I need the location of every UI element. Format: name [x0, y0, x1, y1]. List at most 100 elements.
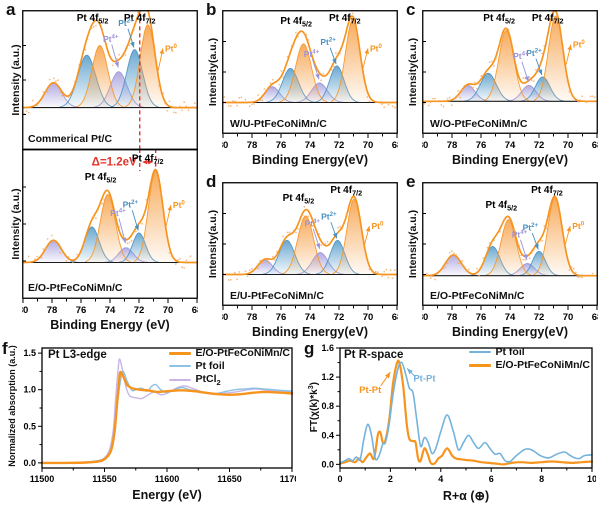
chart-title: Pt L3-edge: [48, 349, 107, 361]
panel-letter-d: d: [206, 172, 217, 191]
xps-chart-b: Pt 4f5/2 Pt 4f7/2 Pt2+Pt4+ Pt0 80 78 76 74 72 70 6…: [222, 10, 398, 154]
peak-label-4f52: Pt 4f5/2: [483, 13, 515, 26]
y-tick-label: 0.0: [321, 459, 334, 469]
panel-letter-f: f: [2, 339, 8, 358]
envelope-curve: [423, 195, 597, 277]
x-tick-label: 74: [105, 305, 116, 316]
panel-e: e Intensity(a.u.) Pt 4f5/2 Pt 4f7/2 Pt2+ Pt…: [400, 170, 598, 339]
annotation-arrow: [406, 368, 416, 378]
scatter-points: [27, 172, 192, 269]
pt0-arrow: [564, 225, 571, 245]
peak-fill-pt0: [533, 197, 577, 276]
x-tick-label: 72: [134, 305, 145, 316]
panel-g: g FT(χ(k)*k3) 0 2 4 6 8 10 0.0 0.4 0.8 1.2 1.6 Pt-P…: [300, 340, 598, 510]
pt0-arrow: [165, 205, 172, 227]
y-tick-label: 1.0: [23, 385, 36, 395]
peak-curve-pt0: [483, 29, 530, 101]
legend-label: Pt foil: [195, 360, 225, 372]
envelope-curve: [223, 195, 397, 276]
species-label-pt0: Pt0: [165, 43, 178, 54]
pt2-arrow: [131, 210, 139, 231]
peak-curve-pt0: [279, 43, 328, 103]
pt0-arrow: [362, 48, 369, 68]
x-tick-label: 70: [563, 312, 574, 323]
species-label-pt4: Pt4+: [304, 218, 320, 229]
pt0-arrow: [364, 225, 371, 245]
species-label-pt4: Pt4+: [513, 51, 529, 62]
chart-svg: Pt 4f5/2 Pt 4f7/2 Pt2+Pt4+ Pt0 80 78 76 74 72 70 6…: [422, 10, 598, 151]
peak-fill-pt4: [429, 255, 478, 276]
series-pt-foil: [339, 361, 593, 464]
pt4-arrow: [111, 44, 119, 68]
peak-label-4f72: Pt 4f7/2: [532, 13, 564, 26]
y-axis-label: Intensity (a.u.): [10, 44, 22, 116]
x-tick-label: 72: [334, 312, 345, 323]
x-tick-label: 10: [587, 474, 596, 484]
species-label-pt2: Pt2+: [321, 211, 337, 222]
species-label-pt4: Pt4+: [110, 207, 126, 218]
chart-svg: 0 2 4 6 8 10 0.0 0.4 0.8 1.2 1.6 Pt-Pt Pt-Pt: [321, 344, 596, 484]
pt4-arrow: [521, 61, 529, 82]
x-tick-label: 68: [592, 312, 598, 323]
x-axis-label: Binding Energy (eV): [50, 318, 170, 332]
scatter-points: [223, 12, 396, 109]
y-tick-label: 1.2: [321, 372, 334, 382]
x-tick-label: 4: [438, 474, 443, 484]
scatter-points: [425, 204, 596, 281]
species-label-pt0: Pt0: [173, 200, 186, 211]
envelope-curve: [22, 10, 197, 109]
pt2-arrow: [330, 221, 338, 239]
x-tick-label: 80: [422, 140, 428, 151]
x-tick-label: 2: [388, 474, 393, 484]
x-tick-label: 68: [592, 140, 598, 151]
species-label-pt0: Pt0: [370, 43, 383, 54]
x-tick-label: 74: [305, 140, 316, 151]
x-axis-label: Energy (eV): [132, 488, 202, 502]
x-tick-label: 72: [534, 312, 545, 323]
plot-frame: [422, 182, 598, 306]
delta-label: Δ=1.2eV: [92, 157, 137, 169]
annotation-label: Pt-Pt: [413, 373, 436, 384]
x-axis-label: R+α (⊕): [442, 489, 490, 503]
panel-letter-b: b: [206, 0, 217, 19]
pt2-arrow: [531, 232, 539, 250]
x-tick-label: 72: [534, 140, 545, 151]
series-e-o-ptfeconimn-c: [40, 370, 294, 465]
pt0-arrow: [157, 48, 164, 71]
peak-fill-pt4: [29, 240, 78, 263]
xps-chart-c: Pt 4f5/2 Pt 4f7/2 Pt2+Pt4+ Pt0 80 78 76 74 72 70 6…: [422, 10, 598, 154]
plot-frame: [222, 10, 398, 134]
legend-label: E/O-PtFeCoNiMn/C: [495, 359, 591, 371]
sample-label: W/O-PtFeCoNiMn/C: [430, 118, 528, 130]
x-tick-label: 76: [76, 305, 87, 316]
peak-fill-pt0: [485, 219, 532, 276]
panel-b: b Intensity(a.u.) Pt 4f5/2 Pt 4f7/2 Pt2+ Pt…: [200, 0, 398, 168]
pt2-arrow: [127, 28, 135, 48]
x-tick-label: 80: [222, 140, 228, 151]
xps-chart-a-top: Pt 4f5/2 Pt 4f7/2 Pt2+ Pt4+ Pt0: [22, 10, 198, 150]
pt4-arrow: [519, 239, 528, 260]
legend-item: E/O-PtFeCoNiMn/C: [168, 347, 290, 359]
scatter-points: [423, 12, 596, 108]
peak-fill-pt0: [85, 194, 131, 263]
y-tick-label: 1.5: [23, 348, 36, 358]
peak-curve-pt0: [485, 219, 532, 276]
peak-fill-pt0: [279, 44, 328, 103]
peak-label-4f52: Pt 4f5/2: [485, 200, 517, 213]
x-tick-label: 76: [276, 312, 287, 323]
y-axis-label: Intensity(a.u.): [407, 209, 419, 279]
x-axis-label: Binding Energy(eV): [252, 325, 368, 339]
peak-fill-pt0: [332, 198, 376, 275]
peak-label-4f52: Pt 4f5/2: [283, 193, 315, 206]
peak-fill-pt4: [28, 82, 79, 108]
legend-swatch: [168, 365, 191, 367]
peak-curve-pt0: [85, 193, 131, 263]
x-tick-label: 78: [47, 305, 58, 316]
panel-letter-c: c: [406, 0, 416, 19]
x-tick-label: 11650: [217, 474, 242, 484]
chart-title: Pt R-space: [344, 349, 404, 361]
peak-fill-pt0: [281, 216, 330, 275]
x-tick-label: 74: [305, 312, 316, 323]
species-label-pt0: Pt0: [573, 39, 586, 50]
series-ptcl2: [41, 358, 293, 464]
